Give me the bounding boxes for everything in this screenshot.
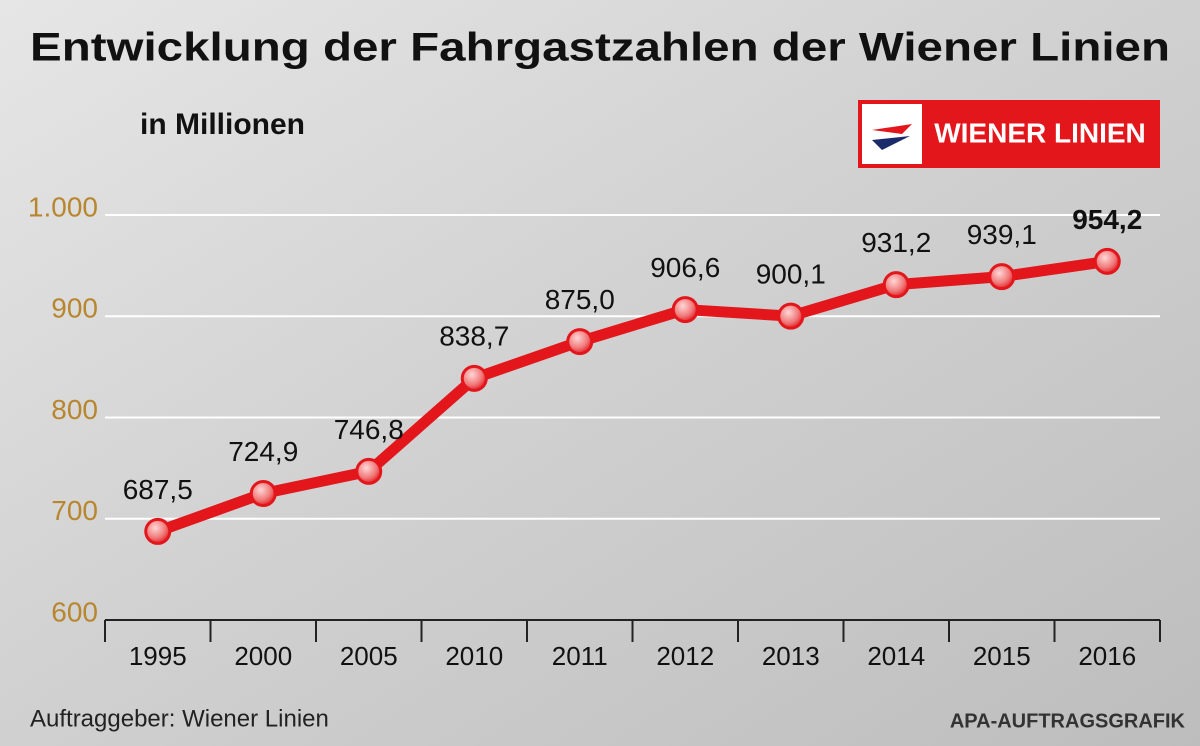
x-tick-label: 2016 xyxy=(1078,641,1136,671)
x-tick-label: 2014 xyxy=(867,641,925,671)
y-tick-label: 600 xyxy=(51,596,98,627)
data-point xyxy=(1093,247,1121,275)
data-point xyxy=(355,457,383,485)
data-label: 939,1 xyxy=(967,219,1037,250)
credit: APA-AUFTRAGSGRAFIK xyxy=(950,710,1186,732)
data-label: 724,9 xyxy=(228,436,298,467)
y-tick-label: 900 xyxy=(51,293,98,324)
logo-icon-box xyxy=(862,104,922,164)
source: Auftraggeber: Wiener Linien xyxy=(30,705,329,732)
y-tick-label: 700 xyxy=(51,495,98,526)
data-label: 931,2 xyxy=(861,227,931,258)
y-tick-label: 1.000 xyxy=(28,191,98,222)
x-tick-label: 2011 xyxy=(552,641,608,671)
x-tick-label: 2012 xyxy=(656,641,714,671)
data-point xyxy=(566,328,594,356)
logo-icon xyxy=(872,124,912,134)
data-point xyxy=(249,480,277,508)
logo-text: WIENER LINIEN xyxy=(934,117,1146,148)
x-tick-label: 2015 xyxy=(973,641,1031,671)
data-point xyxy=(671,296,699,324)
x-tick-label: 1995 xyxy=(129,641,187,671)
logo-icon xyxy=(872,136,910,150)
data-label: 838,7 xyxy=(439,321,509,352)
data-label: 906,6 xyxy=(650,252,720,283)
data-label: 875,0 xyxy=(545,284,615,315)
chart-title: Entwicklung der Fahrgastzahlen der Wiene… xyxy=(30,26,1170,70)
data-point xyxy=(460,364,488,392)
data-label: 900,1 xyxy=(756,259,826,290)
y-tick-label: 800 xyxy=(51,394,98,425)
x-tick-label: 2013 xyxy=(762,641,820,671)
x-tick-label: 2000 xyxy=(234,641,292,671)
data-point xyxy=(144,517,172,545)
data-label: 746,8 xyxy=(334,414,404,445)
data-line xyxy=(155,255,1109,537)
data-point xyxy=(882,271,910,299)
x-tick-label: 2005 xyxy=(340,641,398,671)
data-point xyxy=(988,263,1016,291)
logo: WIENER LINIEN xyxy=(858,100,1160,168)
data-label: 954,2 xyxy=(1072,204,1142,235)
data-point xyxy=(777,302,805,330)
chart-subtitle: in Millionen xyxy=(140,108,305,141)
x-tick-label: 2010 xyxy=(445,641,503,671)
data-label: 687,5 xyxy=(123,474,193,505)
